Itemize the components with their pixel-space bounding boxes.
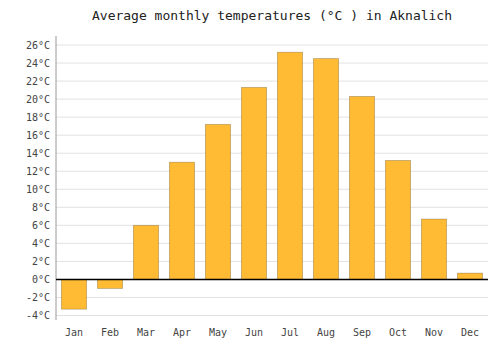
y-tick-label: 0°C bbox=[32, 274, 50, 285]
x-tick-label: Dec bbox=[461, 327, 479, 338]
bar bbox=[385, 160, 410, 279]
y-tick-label: 8°C bbox=[32, 202, 50, 213]
x-tick-label: May bbox=[209, 327, 227, 338]
x-tick-label: Sep bbox=[353, 327, 371, 338]
y-tick-label: -2°C bbox=[26, 292, 50, 303]
x-tick-label: Aug bbox=[317, 327, 335, 338]
y-tick-label: 26°C bbox=[26, 40, 50, 51]
grid-line bbox=[56, 117, 488, 118]
y-tick-label: 20°C bbox=[26, 94, 50, 105]
bar bbox=[205, 124, 230, 279]
grid-line bbox=[56, 45, 488, 46]
bar bbox=[349, 96, 374, 279]
y-tick-label: 14°C bbox=[26, 148, 50, 159]
y-tick-label: 24°C bbox=[26, 58, 50, 69]
x-tick-label: Oct bbox=[389, 327, 407, 338]
x-tick-label: Apr bbox=[173, 327, 191, 338]
grid bbox=[56, 45, 488, 315]
x-tick-label: Feb bbox=[101, 327, 119, 338]
grid-line bbox=[56, 171, 488, 172]
bars bbox=[61, 52, 482, 309]
x-tick-label: Jun bbox=[245, 327, 263, 338]
bar bbox=[241, 87, 266, 279]
bar bbox=[61, 279, 86, 309]
grid-line bbox=[56, 153, 488, 154]
x-tick-label: Nov bbox=[425, 327, 443, 338]
y-tick-label: -4°C bbox=[26, 310, 50, 321]
bar bbox=[457, 273, 482, 279]
x-tick-label: Mar bbox=[137, 327, 155, 338]
bar bbox=[133, 225, 158, 279]
grid-line bbox=[56, 135, 488, 136]
grid-line bbox=[56, 297, 488, 298]
grid-line bbox=[56, 99, 488, 100]
grid-line bbox=[56, 207, 488, 208]
grid-line bbox=[56, 63, 488, 64]
grid-line bbox=[56, 279, 488, 280]
grid-line bbox=[56, 189, 488, 190]
bar bbox=[97, 279, 122, 288]
y-axis-line bbox=[56, 36, 57, 320]
bar bbox=[313, 59, 338, 280]
y-tick-label: 22°C bbox=[26, 76, 50, 87]
bar bbox=[421, 219, 446, 279]
y-tick-label: 12°C bbox=[26, 166, 50, 177]
x-tick-label: Jan bbox=[65, 327, 83, 338]
grid-line bbox=[56, 81, 488, 82]
y-tick-label: 18°C bbox=[26, 112, 50, 123]
chart-svg: Average monthly temperatures (°C ) in Ak… bbox=[0, 0, 500, 350]
x-tick-label: Jul bbox=[281, 327, 299, 338]
y-tick-label: 16°C bbox=[26, 130, 50, 141]
y-tick-label: 6°C bbox=[32, 220, 50, 231]
y-tick-label: 10°C bbox=[26, 184, 50, 195]
y-tick-label: 2°C bbox=[32, 256, 50, 267]
y-tick-label: 4°C bbox=[32, 238, 50, 249]
bar bbox=[169, 162, 194, 279]
grid-line bbox=[56, 315, 488, 316]
chart-container: Average monthly temperatures (°C ) in Ak… bbox=[0, 0, 500, 350]
zero-line bbox=[56, 279, 488, 281]
title: Average monthly temperatures (°C ) in Ak… bbox=[92, 8, 452, 23]
bar bbox=[277, 52, 302, 279]
